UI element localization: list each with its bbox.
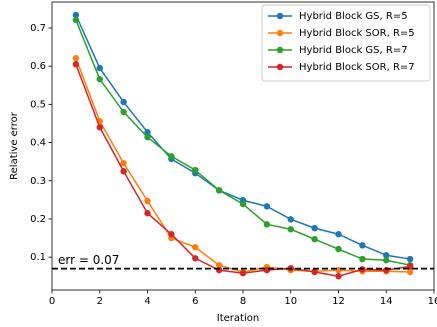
data-point (359, 255, 366, 263)
data-point (383, 252, 390, 259)
data-point (192, 244, 199, 251)
y-axis-label: Relative error (9, 111, 20, 180)
x-tick-label: 6 (192, 296, 198, 307)
data-point (168, 231, 175, 238)
x-tick-label: 2 (97, 296, 103, 307)
data-point (287, 226, 294, 233)
y-tick-label: 0.6 (30, 61, 46, 72)
legend-label: Hybrid Block SOR, R=7 (299, 62, 415, 73)
y-tick-label: 0.4 (30, 138, 46, 149)
data-point (335, 273, 342, 280)
x-tick-label: 12 (332, 296, 345, 307)
data-point (96, 124, 103, 131)
data-point (168, 153, 175, 160)
y-tick-label: 0.5 (30, 99, 46, 110)
data-point (72, 61, 80, 68)
threshold-label: err = 0.07 (58, 253, 119, 267)
data-point (120, 159, 127, 167)
x-tick-label: 0 (49, 296, 55, 307)
data-point (72, 11, 80, 19)
data-point (239, 269, 247, 277)
y-tick-label: 0.1 (30, 252, 46, 263)
y-tick-label: 0.2 (30, 214, 46, 225)
data-point (96, 75, 103, 83)
data-point (144, 129, 151, 136)
data-point (215, 187, 223, 194)
data-point (72, 16, 80, 24)
data-point (144, 134, 151, 141)
data-point (335, 231, 342, 238)
legend-marker (276, 12, 284, 20)
legend-marker (276, 29, 284, 37)
data-point (311, 235, 318, 243)
y-tick-label: 0.7 (30, 23, 46, 34)
legend-label: Hybrid Block SOR, R=5 (299, 28, 415, 39)
data-point (120, 108, 127, 116)
data-point (192, 166, 199, 174)
x-tick-label: 10 (284, 296, 297, 307)
data-point (144, 210, 151, 217)
data-point (311, 224, 318, 232)
data-point (406, 255, 414, 263)
legend-marker (276, 63, 284, 71)
data-point (311, 268, 318, 276)
data-point (406, 268, 414, 276)
data-point (263, 203, 271, 210)
data-point (72, 54, 80, 62)
x-tick-label: 4 (144, 296, 150, 307)
legend-marker (276, 46, 284, 54)
x-tick-label: 16 (428, 296, 437, 307)
y-tick-label: 0.3 (30, 176, 46, 187)
data-point (215, 261, 223, 269)
data-point (359, 242, 366, 249)
legend-label: Hybrid Block GS, R=5 (299, 11, 408, 22)
data-point (96, 64, 103, 72)
data-point (263, 221, 271, 228)
legend-box (261, 4, 431, 82)
data-point (120, 98, 127, 106)
data-point (287, 216, 294, 223)
data-point (120, 168, 127, 175)
data-point (239, 200, 247, 208)
x-tick-label: 14 (380, 296, 393, 307)
data-point (192, 255, 199, 262)
data-point (335, 245, 342, 253)
data-point (383, 257, 390, 264)
x-axis-label: Iteration (217, 313, 259, 324)
x-tick-label: 8 (240, 296, 246, 307)
legend-label: Hybrid Block GS, R=7 (299, 45, 408, 56)
data-point (144, 197, 151, 205)
